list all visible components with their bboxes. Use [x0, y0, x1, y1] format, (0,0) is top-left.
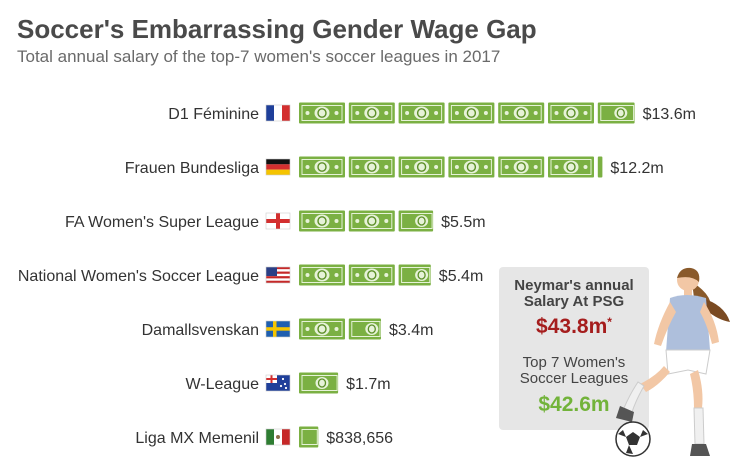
neymar-salary-value: $43.8m* [499, 315, 649, 339]
soccer-ball-icon [615, 421, 651, 457]
dollar-bill-icon [498, 102, 545, 124]
category-label: W-League [185, 376, 259, 393]
chart-row: D1 Féminine $13.6m [168, 102, 696, 124]
category-label: Damallsvenskan [142, 322, 259, 339]
value-label: $838,656 [326, 430, 393, 447]
england-flag [265, 212, 291, 230]
dollar-bill-icon [398, 156, 445, 178]
value-label: $5.5m [441, 214, 485, 231]
women-leagues-value: $42.6m [538, 393, 610, 416]
usa-flag [265, 266, 291, 284]
sweden-flag [265, 320, 291, 338]
category-label: Frauen Bundesliga [125, 160, 259, 177]
mexico-flag [265, 428, 291, 446]
category-label: Liga MX Memenil [135, 430, 259, 447]
chart-row: Damallsvenskan $3.4m [142, 318, 433, 340]
value-label: $13.6m [643, 106, 696, 123]
dollar-bill-icon [299, 210, 345, 232]
comparison-callout: Neymar's annual Salary At PSG $43.8m* To… [499, 267, 649, 430]
chart-title: Soccer's Embarrassing Gender Wage Gap [17, 14, 537, 44]
dollar-bill-icon [548, 156, 594, 178]
female-soccer-player-illustration [615, 267, 730, 457]
dollar-bill-icon [498, 156, 545, 178]
women-label-line2: Soccer Leagues [519, 370, 629, 387]
germany-flag [265, 158, 291, 176]
dollar-bill-icon [299, 426, 319, 448]
neymar-value-text: $43.8m [536, 315, 608, 338]
neymar-label-line1: Neymar's annual [514, 277, 634, 294]
chart-row: Frauen Bundesliga $12.2m [125, 156, 664, 178]
value-label: $3.4m [389, 322, 433, 339]
women-leagues-label: Top 7 Women's Soccer Leagues [499, 355, 649, 387]
australia-flag [265, 374, 291, 392]
value-label: $1.7m [346, 376, 390, 393]
dollar-bill-icon [348, 210, 395, 232]
france-flag [265, 104, 291, 122]
dollar-bill-icon [348, 156, 395, 178]
women-label-line1: Top 7 Women's [522, 354, 626, 371]
category-label: FA Women's Super League [65, 214, 259, 231]
dollar-bill-icon [299, 318, 345, 340]
dollar-bill-icon [299, 264, 345, 286]
dollar-bill-icon [348, 318, 381, 340]
dollar-bill-icon [597, 156, 603, 178]
value-label: $12.2m [610, 160, 663, 177]
dollar-bill-icon [398, 102, 445, 124]
chart-row: FA Women's Super League $5.5m [65, 210, 486, 232]
dollar-bill-icon [299, 372, 339, 394]
chart-row: W-League $1.7m [185, 372, 391, 394]
neymar-salary-label: Neymar's annual Salary At PSG [499, 278, 649, 310]
chart-row: National Women's Soccer League $5.4m [18, 264, 483, 286]
dollar-bill-icon [548, 102, 594, 124]
dollar-bill-icon [299, 156, 345, 178]
dollar-bill-icon [448, 102, 495, 124]
chart-subtitle: Total annual salary of the top-7 women's… [17, 47, 501, 66]
dollar-bill-icon [299, 102, 345, 124]
category-label: National Women's Soccer League [18, 268, 259, 285]
dollar-bill-icon [398, 264, 431, 286]
chart-row: Liga MX Memenil $838,656 [135, 426, 393, 448]
footnote-marker: * [607, 315, 612, 329]
dollar-bill-icon [398, 210, 434, 232]
category-label: D1 Féminine [168, 106, 259, 123]
dollar-bill-icon [348, 264, 395, 286]
dollar-bill-icon [597, 102, 635, 124]
neymar-label-line2: Salary At PSG [523, 293, 625, 310]
value-label: $5.4m [439, 268, 483, 285]
dollar-bill-icon [348, 102, 395, 124]
dollar-bill-icon [448, 156, 495, 178]
